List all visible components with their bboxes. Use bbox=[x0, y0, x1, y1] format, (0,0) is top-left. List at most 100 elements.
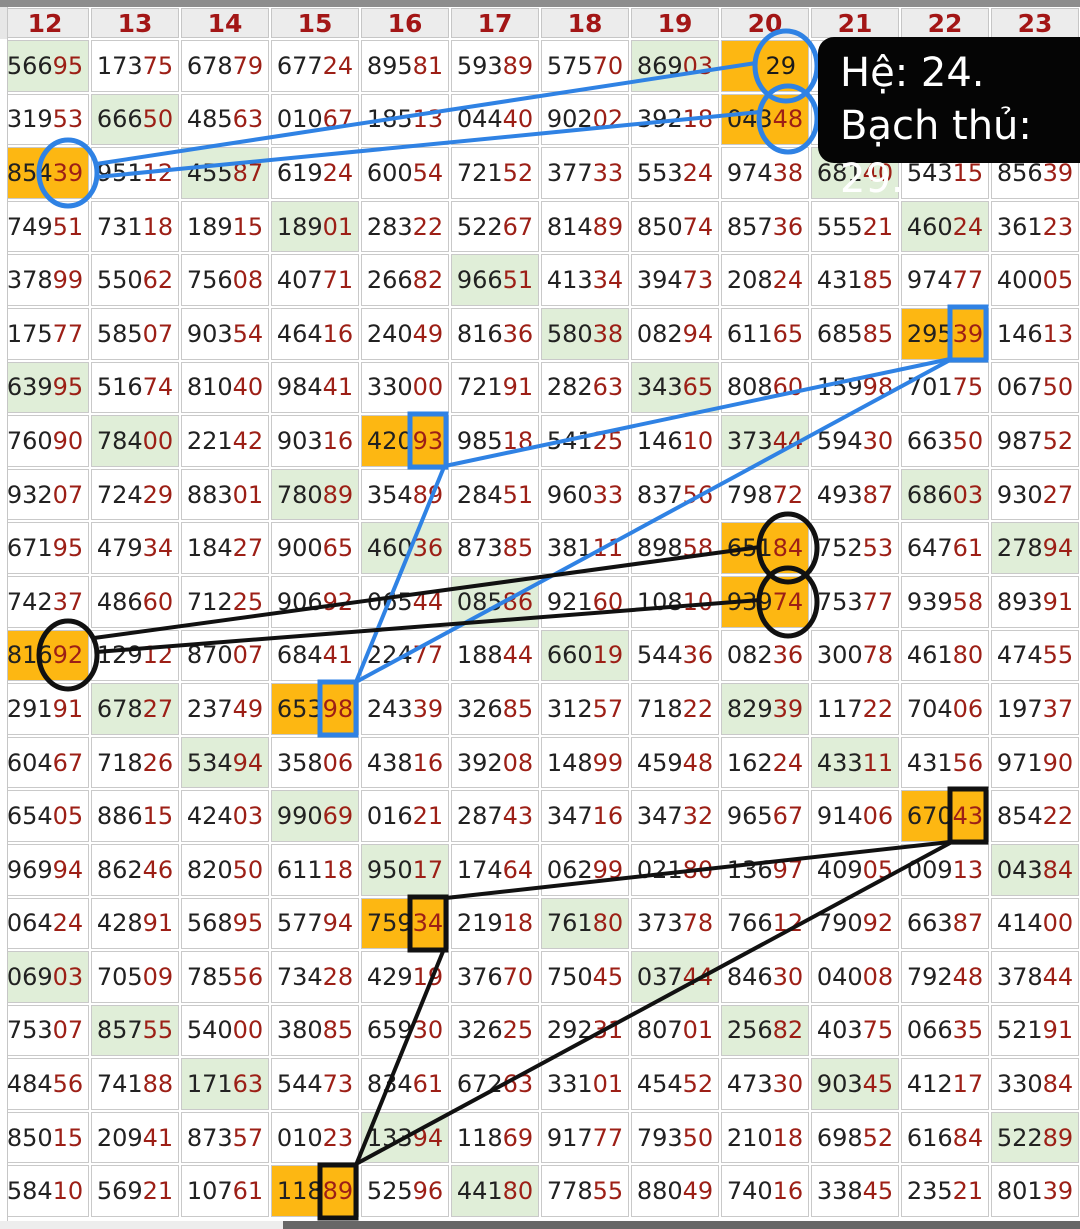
number-cell-r4-c20: 857 36 bbox=[721, 200, 809, 253]
number-cell-r14-c17: 392 08 bbox=[451, 736, 539, 789]
number-cell-r20-c20: 473 30 bbox=[721, 1058, 809, 1110]
scrollbar-thumb[interactable] bbox=[283, 1221, 1080, 1229]
number-cell-r1-c13: 173 75 bbox=[91, 40, 179, 92]
number-cell-r10-c13: 479 34 bbox=[91, 522, 179, 574]
number-cell-r11-c19: 108 10 bbox=[631, 575, 719, 628]
number-cell-r16-c12: 969 94 bbox=[1, 843, 89, 896]
number-cell-r4-c14: 189 15 bbox=[181, 200, 269, 253]
number-cell-r8-c23: 987 52 bbox=[991, 415, 1079, 467]
header-col-20: 20 bbox=[721, 8, 809, 38]
table-left-edge bbox=[0, 7, 8, 1221]
number-cell-r4-c22: 460 24 bbox=[901, 200, 989, 253]
number-cell-r19-c14: 540 00 bbox=[181, 1004, 269, 1057]
number-cell-r5-c18: 413 34 bbox=[541, 254, 629, 306]
number-cell-r11-c20: 939 74 bbox=[721, 575, 809, 628]
number-cell-r10-c18: 381 11 bbox=[541, 522, 629, 574]
number-cell-r1-c17: 593 89 bbox=[451, 40, 539, 92]
number-cell-r16-c19: 021 80 bbox=[631, 843, 719, 896]
number-cell-r12-c17: 188 44 bbox=[451, 629, 539, 682]
number-cell-r13-c16: 243 39 bbox=[361, 683, 449, 735]
number-cell-r8-c18: 541 25 bbox=[541, 415, 629, 467]
number-cell-r10-c23: 278 94 bbox=[991, 522, 1079, 574]
number-cell-r10-c21: 752 53 bbox=[811, 522, 899, 574]
number-cell-r16-c14: 820 50 bbox=[181, 843, 269, 896]
number-cell-r3-c15: 619 24 bbox=[271, 147, 359, 199]
number-cell-r13-c21: 117 22 bbox=[811, 683, 899, 735]
number-cell-r16-c23: 043 84 bbox=[991, 843, 1079, 896]
number-cell-r13-c22: 704 06 bbox=[901, 683, 989, 735]
number-cell-r11-c15: 906 92 bbox=[271, 575, 359, 628]
number-cell-r15-c18: 347 16 bbox=[541, 790, 629, 842]
number-cell-r21-c16: 133 94 bbox=[361, 1111, 449, 1164]
number-cell-r2-c15: 010 67 bbox=[271, 93, 359, 146]
number-cell-r8-c12: 760 90 bbox=[1, 415, 89, 467]
number-cell-r15-c16: 016 21 bbox=[361, 790, 449, 842]
number-cell-r20-c14: 171 63 bbox=[181, 1058, 269, 1110]
number-cell-r20-c17: 672 63 bbox=[451, 1058, 539, 1110]
number-cell-r2-c20: 043 48 bbox=[721, 93, 809, 146]
number-cell-r9-c19: 837 56 bbox=[631, 468, 719, 521]
number-cell-r14-c21: 433 11 bbox=[811, 736, 899, 789]
number-cell-r22-c13: 569 21 bbox=[91, 1165, 179, 1218]
number-cell-r3-c13: 951 12 bbox=[91, 147, 179, 199]
number-cell-r14-c15: 358 06 bbox=[271, 736, 359, 789]
number-cell-r21-c17: 118 69 bbox=[451, 1111, 539, 1164]
number-cell-r16-c21: 409 05 bbox=[811, 843, 899, 896]
number-cell-r19-c22: 066 35 bbox=[901, 1004, 989, 1057]
number-cell-r8-c22: 663 50 bbox=[901, 415, 989, 467]
number-cell-r10-c12: 671 95 bbox=[1, 522, 89, 574]
number-cell-r9-c23: 930 27 bbox=[991, 468, 1079, 521]
number-cell-r13-c13: 678 27 bbox=[91, 683, 179, 735]
number-cell-r5-c17: 966 51 bbox=[451, 254, 539, 306]
number-cell-r1-c18: 575 70 bbox=[541, 40, 629, 92]
number-cell-r22-c17: 441 80 bbox=[451, 1165, 539, 1218]
number-cell-r8-c13: 784 00 bbox=[91, 415, 179, 467]
header-col-16: 16 bbox=[361, 8, 449, 38]
number-cell-r10-c22: 647 61 bbox=[901, 522, 989, 574]
number-cell-r11-c22: 939 58 bbox=[901, 575, 989, 628]
number-cell-r18-c17: 376 70 bbox=[451, 951, 539, 1003]
number-cell-r14-c18: 148 99 bbox=[541, 736, 629, 789]
number-cell-r5-c19: 394 73 bbox=[631, 254, 719, 306]
number-cell-r22-c22: 235 21 bbox=[901, 1165, 989, 1218]
horizontal-scrollbar bbox=[0, 1221, 1080, 1229]
header-col-19: 19 bbox=[631, 8, 719, 38]
header-col-18: 18 bbox=[541, 8, 629, 38]
number-cell-r11-c14: 712 25 bbox=[181, 575, 269, 628]
number-cell-r2-c13: 666 50 bbox=[91, 93, 179, 146]
number-cell-r10-c17: 873 85 bbox=[451, 522, 539, 574]
number-cell-r6-c14: 903 54 bbox=[181, 307, 269, 360]
number-cell-r9-c12: 932 07 bbox=[1, 468, 89, 521]
number-cell-r20-c23: 330 84 bbox=[991, 1058, 1079, 1110]
number-cell-r4-c23: 361 23 bbox=[991, 200, 1079, 253]
number-cell-r5-c20: 208 24 bbox=[721, 254, 809, 306]
number-cell-r18-c13: 705 09 bbox=[91, 951, 179, 1003]
number-cell-r15-c14: 424 03 bbox=[181, 790, 269, 842]
number-cell-r5-c16: 266 82 bbox=[361, 254, 449, 306]
number-cell-r21-c22: 616 84 bbox=[901, 1111, 989, 1164]
number-cell-r1-c12: 566 95 bbox=[1, 40, 89, 92]
number-cell-r12-c22: 461 80 bbox=[901, 629, 989, 682]
number-cell-r9-c21: 493 87 bbox=[811, 468, 899, 521]
number-cell-r11-c23: 893 91 bbox=[991, 575, 1079, 628]
number-cell-r14-c19: 459 48 bbox=[631, 736, 719, 789]
number-cell-r18-c21: 040 08 bbox=[811, 951, 899, 1003]
number-cell-r7-c14: 810 40 bbox=[181, 361, 269, 414]
number-cell-r13-c14: 237 49 bbox=[181, 683, 269, 735]
number-cell-r17-c15: 577 94 bbox=[271, 897, 359, 950]
number-cell-r18-c20: 846 30 bbox=[721, 951, 809, 1003]
number-cell-r18-c16: 429 19 bbox=[361, 951, 449, 1003]
number-cell-r11-c17: 085 86 bbox=[451, 575, 539, 628]
number-cell-r15-c22: 670 43 bbox=[901, 790, 989, 842]
number-cell-r12-c15: 684 41 bbox=[271, 629, 359, 682]
number-cell-r16-c17: 174 64 bbox=[451, 843, 539, 896]
number-cell-r6-c12: 175 77 bbox=[1, 307, 89, 360]
number-cell-r15-c17: 287 43 bbox=[451, 790, 539, 842]
number-cell-r5-c22: 974 77 bbox=[901, 254, 989, 306]
number-cell-r9-c15: 780 89 bbox=[271, 468, 359, 521]
number-cell-r12-c18: 660 19 bbox=[541, 629, 629, 682]
number-cell-r20-c12: 484 56 bbox=[1, 1058, 89, 1110]
number-cell-r7-c19: 343 65 bbox=[631, 361, 719, 414]
number-cell-r4-c16: 283 22 bbox=[361, 200, 449, 253]
